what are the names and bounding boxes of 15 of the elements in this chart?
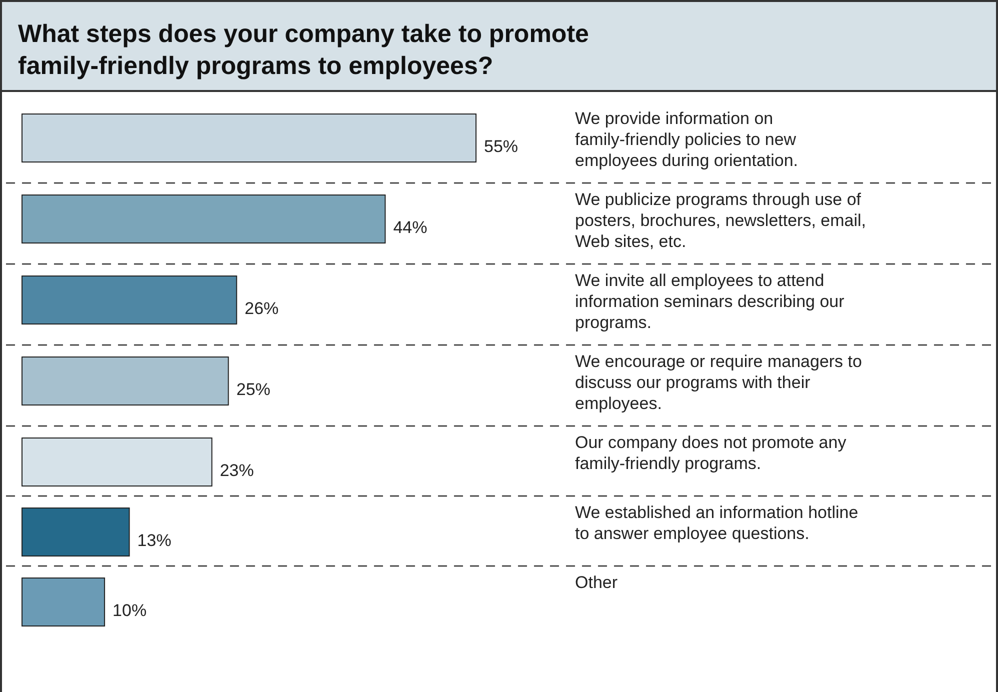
data-label: 13%: [137, 531, 172, 550]
chart-title: What steps does your company take to promote family-friendly programs to employees?: [18, 20, 590, 80]
y-tick-label: We established an information hotline to answer employee questions.: [575, 503, 858, 543]
data-label: 23%: [220, 461, 254, 480]
data-label: 10%: [112, 601, 147, 620]
y-tick-label: Our company does not promote any family-friendly programs.: [575, 433, 847, 473]
data-label: 44%: [393, 218, 428, 237]
y-tick-label: Other: [575, 573, 618, 592]
data-label: 26%: [244, 299, 279, 318]
y-tick-label: We provide information on family-friendly policies to new employees during orientation.: [575, 109, 798, 170]
y-tick-label: We encourage or require managers to discuss our programs with their employees.: [575, 352, 862, 413]
data-label: 55%: [484, 137, 518, 156]
y-tick-label: We publicize programs through use of posters, brochures, newsletters, email, Web sites, etc.: [575, 190, 866, 251]
data-label: 25%: [236, 380, 270, 399]
y-tick-label: We invite all employees to attend information seminars describing our programs.: [575, 271, 845, 332]
